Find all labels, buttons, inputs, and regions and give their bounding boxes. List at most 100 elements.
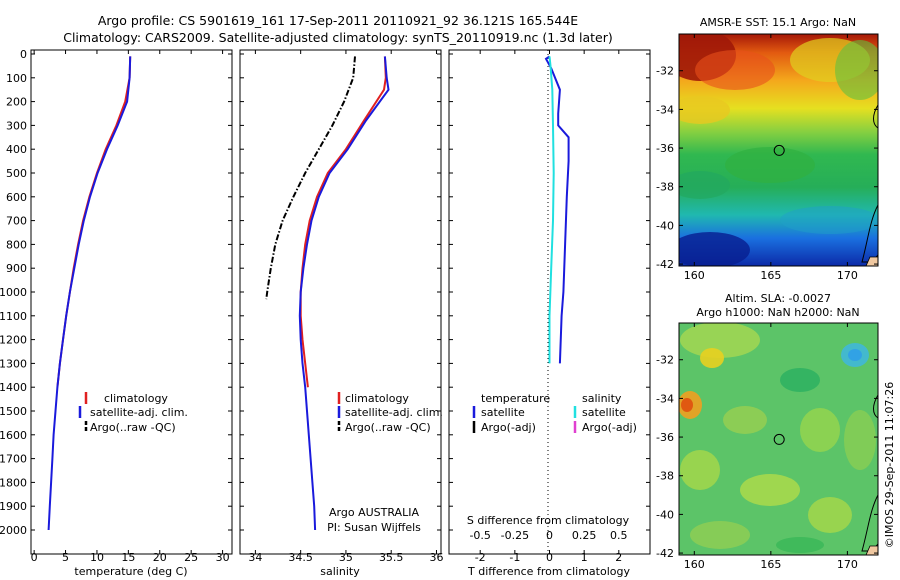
- sla-map-image: [679, 323, 878, 555]
- y-tick-label: 900: [6, 262, 27, 275]
- map-y-tick-label: -34: [656, 103, 674, 116]
- series-line-satellite-adj-clim-: [47, 56, 132, 531]
- map-y-tick-label: -42: [656, 547, 674, 560]
- imos-timestamp-label: ©IMOS 29-Sep-2011 11:07:26: [883, 382, 896, 548]
- map-y-tick-label: -42: [656, 258, 674, 271]
- series-line-climatology: [299, 56, 387, 388]
- y-tick-label: 1200: [0, 334, 27, 347]
- y-tick-label: 2000: [0, 524, 27, 537]
- difference-legend: temperature satellite Argo(-adj) salinit…: [472, 392, 637, 434]
- difference-xticks: -2 -1 0 1 2: [475, 50, 622, 564]
- x-tick-label: -1: [509, 551, 520, 564]
- y-tick-label: 1400: [0, 381, 27, 394]
- s-tick-label: 0.5: [610, 529, 628, 542]
- sst-map-frame: [678, 33, 879, 267]
- sst-map-image: [679, 34, 878, 266]
- x-tick-label: 15: [121, 551, 135, 564]
- x-tick-label: 36: [429, 551, 443, 564]
- x-tick-label: 25: [184, 551, 198, 564]
- s-tick-label: 0: [546, 529, 553, 542]
- y-tick-label: 1600: [0, 429, 27, 442]
- temperature-series: [47, 56, 132, 531]
- y-tick-label: 200: [6, 96, 27, 109]
- map-y-tick-label: -36: [656, 142, 674, 155]
- x-tick-label: 34.5: [288, 551, 313, 564]
- map-y-tick-label: -40: [656, 508, 674, 521]
- y-tick-label: 300: [6, 119, 27, 132]
- sst-map-yticks: -32 -34 -36 -38 -40 -42: [656, 65, 878, 271]
- x-tick-label: 5: [62, 551, 69, 564]
- map-y-tick-label: -38: [656, 470, 674, 483]
- temperature-xticks: 0 5 10 15 20 25 30: [31, 50, 230, 564]
- x-tick-label: 10: [90, 551, 104, 564]
- salinity-xlabel: salinity: [320, 565, 360, 578]
- legend-label-satellite-adj: satellite-adj. clim.: [345, 406, 443, 419]
- legend-label-argo: Argo(..raw -QC): [90, 421, 176, 434]
- legend-label-salinity-argo: Argo(-adj): [582, 421, 637, 434]
- map-x-tick-label: 170: [837, 269, 858, 282]
- sst-map-xticks: 160 165 170: [684, 34, 858, 282]
- x-tick-label: 0: [31, 551, 38, 564]
- sla-map-frame: [678, 322, 879, 556]
- header-line-1: Argo profile: CS 5901619_161 17-Sep-2011…: [98, 13, 578, 28]
- series-line-argo-raw-qc-: [265, 56, 356, 300]
- y-tick-label: 700: [6, 215, 27, 228]
- difference-yticks: [449, 53, 650, 531]
- temperature-panel-frame: [30, 49, 233, 555]
- argo-location-marker: [773, 144, 785, 156]
- series-line-climatology: [56, 56, 132, 388]
- s-difference-label: S difference from climatology: [467, 514, 630, 527]
- y-tick-label: 1100: [0, 310, 27, 323]
- difference-series: [544, 55, 570, 364]
- map-x-tick-label: 165: [760, 269, 781, 282]
- map-x-tick-label: 170: [837, 558, 858, 571]
- series-line-satellite-adj-clim-: [298, 56, 390, 531]
- sla-map-xticks: 160 165 170: [684, 323, 858, 571]
- y-tick-label: 400: [6, 143, 27, 156]
- map-y-tick-label: -32: [656, 354, 674, 367]
- legend-label-salinity-satellite: satellite: [582, 406, 626, 419]
- salinity-legend: climatology satellite-adj. clim. Argo(..…: [337, 392, 443, 434]
- legend-heading-temperature: temperature: [481, 392, 550, 405]
- y-tick-label: 600: [6, 191, 27, 204]
- y-tick-label: 100: [6, 72, 27, 85]
- y-tick-label: 1300: [0, 357, 27, 370]
- s-tick-label: 0.25: [572, 529, 597, 542]
- x-tick-label: -2: [475, 551, 486, 564]
- s-tick-label: -0.5: [469, 529, 490, 542]
- map-x-tick-label: 160: [684, 558, 705, 571]
- x-tick-label: 20: [153, 551, 167, 564]
- y-tick-label: 1800: [0, 476, 27, 489]
- header-line-2: Climatology: CARS2009. Satellite-adjuste…: [63, 30, 613, 45]
- salinity-panel-frame: [239, 49, 442, 555]
- x-tick-label: 2: [615, 551, 622, 564]
- y-tick-label: 500: [6, 167, 27, 180]
- legend-label-climatology: climatology: [345, 392, 409, 405]
- y-tick-label: 1500: [0, 405, 27, 418]
- x-tick-label: 35: [339, 551, 353, 564]
- series-line-salinity-satellite: [548, 56, 555, 364]
- temperature-legend: climatology satellite-adj. clim. Argo(..…: [78, 392, 188, 434]
- temperature-xlabel: temperature (deg C): [74, 565, 187, 578]
- x-tick-label: 35.5: [379, 551, 404, 564]
- sst-map-title: AMSR-E SST: 15.1 Argo: NaN: [700, 16, 856, 29]
- map-y-tick-label: -40: [656, 219, 674, 232]
- legend-label-climatology: climatology: [104, 392, 168, 405]
- argo-location-marker: [773, 433, 785, 445]
- y-tick-label: 0: [20, 48, 27, 61]
- x-tick-label: 30: [216, 551, 230, 564]
- legend-label-temperature-argo: Argo(-adj): [481, 421, 536, 434]
- x-tick-label: 1: [581, 551, 588, 564]
- y-tick-label: 1900: [0, 500, 27, 513]
- x-tick-label: 34: [248, 551, 262, 564]
- y-tick-label: 1000: [0, 286, 27, 299]
- s-tick-label: -0.25: [501, 529, 529, 542]
- t-difference-xlabel: T difference from climatology: [467, 565, 630, 578]
- argo-program-label: Argo AUSTRALIA: [329, 506, 419, 519]
- salinity-series: [265, 56, 390, 531]
- temperature-yticks: 0 100 200 300 400 500 600 700 800 900 1000 1100 1200…: [0, 48, 232, 537]
- pi-label: PI: Susan Wijffels: [327, 521, 421, 534]
- map-y-tick-label: -36: [656, 431, 674, 444]
- legend-label-argo: Argo(..raw -QC): [345, 421, 431, 434]
